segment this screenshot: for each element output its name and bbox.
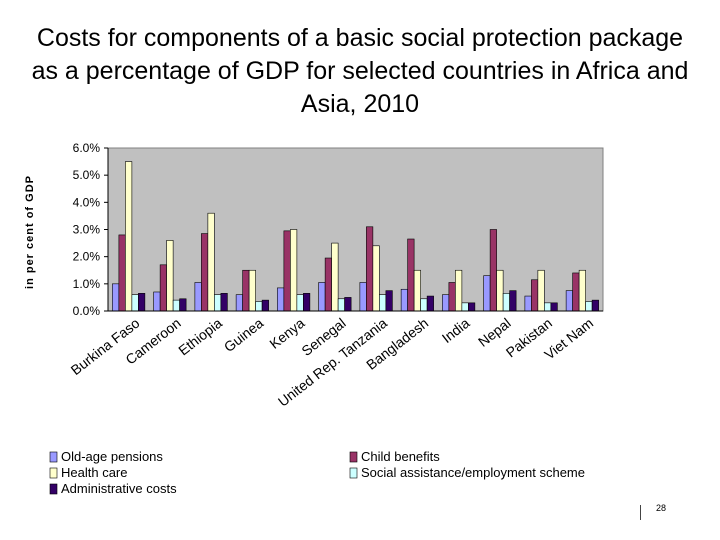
bar: [159, 264, 167, 312]
bar: [565, 290, 573, 312]
x-category-label: India: [439, 315, 473, 346]
x-category-label: Ethiopia: [175, 315, 225, 359]
bar: [153, 291, 161, 312]
bar: [359, 282, 367, 312]
bar: [400, 288, 408, 312]
bar: [448, 282, 456, 312]
legend-label: Administrative costs: [61, 481, 177, 496]
legend-label: Social assistance/employment scheme: [361, 465, 585, 480]
bar: [366, 226, 374, 312]
bar: [550, 302, 558, 312]
bar: [468, 302, 476, 312]
bar: [385, 290, 393, 312]
bar: [344, 297, 352, 312]
bar: [379, 294, 387, 312]
bar: [166, 240, 174, 312]
bar: [112, 283, 120, 312]
chart-title: Costs for components of a basic social p…: [31, 24, 689, 118]
bar: [220, 293, 228, 312]
y-tick-label: 3.0%: [73, 223, 101, 237]
bar: [413, 269, 421, 312]
y-tick-label: 4.0%: [73, 195, 101, 209]
bar: [125, 161, 133, 312]
bar: [524, 295, 532, 312]
legend-label: Child benefits: [361, 449, 440, 464]
bar: [242, 269, 250, 312]
bar: [277, 287, 285, 312]
bar: [496, 269, 504, 312]
bar: [426, 295, 434, 312]
bar: [572, 272, 580, 312]
x-category-label: Burkina Faso: [68, 315, 143, 379]
bar: [537, 269, 545, 312]
legend-swatch: [349, 451, 358, 463]
bar: [483, 275, 491, 312]
legend-label: Old-age pensions: [61, 449, 163, 464]
bar: [283, 230, 291, 312]
bar: [318, 282, 326, 312]
y-tick-label: 1.0%: [73, 277, 101, 291]
legend-swatch: [49, 483, 58, 495]
bar: [337, 298, 345, 312]
bar: [235, 294, 243, 312]
bar: [248, 269, 256, 312]
bar: [261, 299, 269, 312]
bar: [201, 233, 209, 312]
bar: [407, 238, 415, 312]
bar: [303, 293, 311, 312]
x-category-label: Guinea: [221, 315, 267, 356]
bar: [290, 229, 298, 312]
bar: [578, 269, 586, 312]
bar: [420, 298, 428, 312]
bar: [172, 299, 180, 312]
bar: [531, 279, 539, 312]
bar: [502, 293, 510, 312]
slide-divider: [640, 505, 641, 520]
bar: [544, 302, 552, 312]
legend-swatch: [49, 451, 58, 463]
bar: [372, 245, 380, 312]
bar: [591, 299, 599, 312]
y-tick-label: 6.0%: [73, 141, 101, 155]
y-tick-label: 2.0%: [73, 250, 101, 264]
bar: [194, 282, 202, 312]
bar: [214, 294, 222, 312]
bar: [138, 293, 146, 312]
bar: [118, 234, 126, 312]
bar: [207, 212, 215, 312]
bar: [455, 269, 463, 312]
bar: [585, 301, 593, 312]
bar: [131, 294, 139, 312]
page-number: 28: [656, 503, 667, 513]
bar: [296, 294, 304, 312]
bar: [331, 242, 339, 312]
legend-label: Health care: [61, 465, 127, 480]
bar: [489, 229, 497, 312]
bar: [324, 257, 332, 312]
y-tick-label: 5.0%: [73, 168, 101, 182]
bar: [255, 301, 263, 312]
bar: [442, 294, 450, 312]
legend-swatch: [49, 467, 58, 479]
bar: [509, 290, 517, 312]
y-tick-label: 0.0%: [73, 304, 101, 318]
legend-swatch: [349, 467, 358, 479]
bar: [179, 298, 187, 312]
plot-area: [107, 147, 604, 312]
bar: [461, 302, 469, 312]
